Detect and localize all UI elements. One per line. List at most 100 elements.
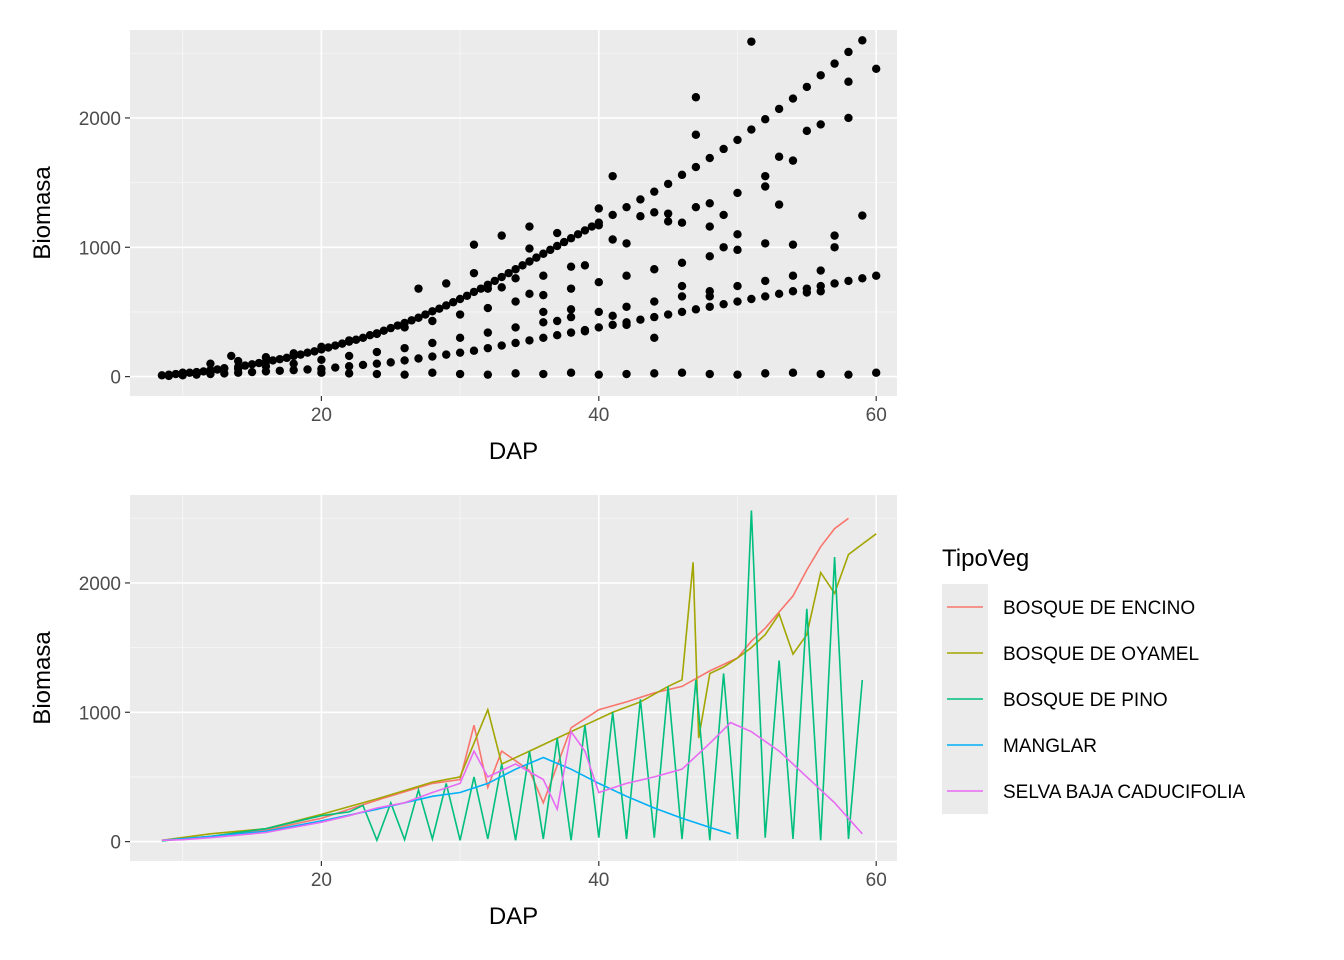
scatter-point — [608, 210, 617, 220]
scatter-point — [622, 369, 631, 379]
scatter-point — [802, 82, 812, 92]
scatter-point — [275, 366, 284, 375]
scatter-point — [448, 298, 458, 307]
scatter-point — [761, 276, 770, 286]
scatter-point — [414, 354, 423, 363]
scatter-point — [164, 371, 174, 381]
scatter-point — [178, 368, 187, 377]
scatter-point — [275, 354, 284, 364]
scatter-point — [677, 292, 687, 301]
scatter-point — [539, 307, 548, 317]
scatter-point — [788, 240, 798, 249]
scatter-point — [338, 339, 347, 348]
scatter-point — [580, 261, 590, 270]
scatter-point — [400, 323, 409, 332]
scatter-point — [539, 369, 548, 379]
scatter-point — [761, 239, 770, 248]
legend-label: MANGLAR — [1003, 736, 1097, 757]
scatter-point — [566, 234, 576, 243]
scatter-point — [594, 204, 603, 213]
scatter-point — [455, 310, 465, 319]
scatter-point — [282, 353, 291, 363]
scatter-point — [816, 287, 825, 296]
scatter-point — [608, 320, 617, 330]
scatter-point — [566, 305, 576, 314]
scatter-point — [774, 200, 784, 209]
scatter-point — [407, 316, 416, 325]
scatter-point — [483, 284, 493, 293]
scatter-point — [761, 292, 770, 301]
scatter-point — [650, 297, 659, 306]
scatter-point — [587, 222, 597, 231]
scatter-point — [719, 144, 728, 154]
scatter-point — [428, 352, 437, 361]
scatter-point — [344, 369, 354, 378]
scatter-point — [636, 195, 645, 204]
scatter-point — [636, 315, 645, 324]
scatter-point — [691, 162, 701, 172]
scatter-point — [816, 120, 825, 129]
scatter-point — [511, 274, 520, 283]
scatter-point — [663, 217, 673, 226]
scatter-point — [650, 312, 659, 322]
scatter-point — [469, 268, 479, 278]
scatter-point — [573, 230, 583, 239]
scatter-point — [580, 226, 590, 235]
scatter-point — [358, 333, 368, 343]
y-tick-label: 1000 — [79, 703, 121, 724]
scatter-point — [663, 179, 673, 189]
scatter-point — [220, 369, 229, 378]
y-axis-title: Biomasa — [29, 166, 56, 260]
scatter-point — [733, 188, 742, 198]
scatter-point — [192, 370, 201, 379]
legend-label: BOSQUE DE OYAMEL — [1003, 644, 1199, 665]
scatter-point — [525, 244, 534, 253]
scatter-point — [650, 333, 659, 343]
scatter-point — [650, 208, 659, 217]
scatter-point — [539, 249, 548, 258]
scatter-point — [705, 222, 714, 231]
scatter-point — [622, 202, 631, 212]
scatter-point — [476, 284, 486, 293]
scatter-point — [511, 338, 520, 348]
scatter-point — [566, 284, 576, 293]
scatter-point — [608, 235, 617, 244]
x-tick-label: 20 — [311, 405, 332, 426]
y-axis-title: Biomasa — [29, 631, 56, 725]
scatter-point — [663, 310, 673, 319]
scatter-point — [733, 281, 742, 291]
scatter-point — [483, 343, 493, 353]
x-tick-label: 60 — [866, 870, 887, 891]
scatter-point — [469, 240, 479, 249]
scatter-point — [830, 243, 839, 252]
scatter-point — [414, 313, 423, 322]
y-tick-label: 0 — [110, 368, 121, 389]
scatter-point — [157, 371, 167, 380]
scatter-point — [788, 156, 798, 165]
scatter-point — [483, 328, 493, 337]
scatter-point — [871, 368, 881, 377]
scatter-point — [816, 71, 825, 80]
scatter-point — [747, 125, 756, 134]
scatter-point — [774, 289, 784, 299]
panel-background — [130, 30, 897, 396]
scatter-point — [761, 369, 770, 378]
line-plot-panel: 20 40 60 0 1000 2000 DAP Biomasa — [29, 495, 897, 930]
x-tick-label: 40 — [588, 405, 609, 426]
scatter-point — [871, 271, 881, 280]
scatter-point — [331, 341, 340, 350]
scatter-point — [733, 370, 742, 379]
scatter-point — [650, 187, 659, 196]
scatter-point — [497, 283, 506, 292]
series-line — [161, 517, 849, 842]
scatter-point — [816, 369, 825, 379]
scatter-point — [733, 230, 742, 239]
scatter-point — [469, 346, 479, 355]
scatter-point — [844, 370, 853, 379]
scatter-point — [511, 297, 520, 306]
scatter-point — [622, 271, 631, 280]
scatter-point — [594, 307, 603, 317]
scatter-point — [608, 171, 617, 181]
scatter-point — [428, 316, 437, 326]
scatter-point — [677, 170, 687, 180]
